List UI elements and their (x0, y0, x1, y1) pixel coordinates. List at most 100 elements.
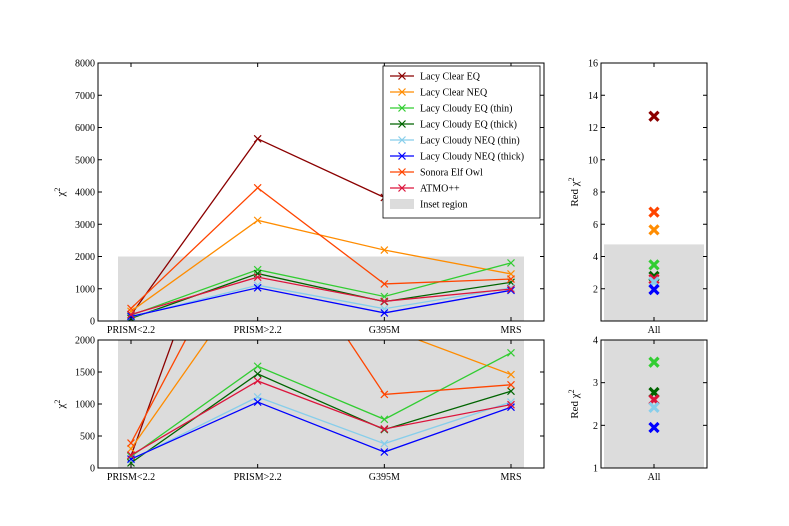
chi2-point (380, 279, 389, 288)
legend-label: Sonora Elf Owl (420, 168, 483, 179)
legend-item-lacy-cloudy-eq-thin: Lacy Cloudy EQ (thin) (390, 104, 512, 115)
chi2-zoom-point (127, 444, 135, 453)
red-chi2-zoom-point-lacy-cloudy-eq-thin (648, 356, 660, 368)
red-chi2-ytick-label: 10 (588, 155, 598, 166)
chi2-zoom-point (380, 425, 389, 433)
chi2-ytick-label: 8000 (75, 59, 95, 70)
chi2-xtick-label: MRS (500, 325, 521, 336)
legend-label: Lacy Cloudy EQ (thick) (420, 120, 517, 131)
legend-marker (398, 152, 406, 160)
chi2-ytick-label: 1000 (75, 284, 95, 295)
chi2-zoom-xtick-label: G395M (369, 472, 400, 483)
chi2-zoom-series-lacy-clear-neq (127, 340, 515, 453)
chi2-zoom-ytick-label: 500 (80, 432, 95, 443)
red-chi2-zoom-ytick-label: 3 (593, 378, 598, 389)
chi2-ytick-label: 4000 (75, 188, 95, 199)
legend-inset-swatch (390, 199, 414, 209)
chi2-point (507, 275, 515, 283)
legend-item-lacy-clear-neq: Lacy Clear NEQ (390, 88, 488, 99)
chi2-xtick-label: PRISM>2.2 (234, 325, 282, 336)
reduced-chi2-panel: All 2 4 6 8 10 12 14 16 Red χ2 (567, 59, 708, 336)
red-chi2-xtick-label: All (648, 325, 661, 336)
red-chi2-point-lacy-clear-eq (648, 110, 660, 122)
legend-item-lacy-cloudy-neq-thin: Lacy Cloudy NEQ (thin) (390, 136, 520, 147)
chi2-point (127, 304, 135, 313)
legend-marker (398, 72, 406, 80)
legend-label: Lacy Clear EQ (420, 72, 481, 83)
chi2-zoom-point (253, 377, 262, 385)
chi2-ytick-label: 2000 (75, 252, 95, 263)
inset-region (118, 340, 524, 468)
legend-marker (398, 168, 406, 176)
chi2-panel: PRISM<2.2 PRISM>2.2 G395M MRS 0 1000 2000 3000 4… (53, 59, 545, 336)
chi2-zoom-ytick-label: 1000 (75, 400, 95, 411)
inset-region (604, 340, 704, 468)
legend-label: Lacy Cloudy NEQ (thin) (420, 136, 520, 147)
red-chi2-zoom-xtick-label: All (648, 472, 661, 483)
chi2-zoom-xtick-label: PRISM>2.2 (234, 472, 282, 483)
chi2-zoom-point (253, 362, 262, 371)
red-chi2-point-sonora-elf-owl (648, 206, 660, 218)
legend-item-inset-region: Inset region (390, 199, 468, 211)
chi2-zoom-point (507, 370, 515, 379)
chi2-xtick-label: G395M (369, 325, 400, 336)
chi2-point (253, 183, 262, 192)
legend-item-lacy-clear-eq: Lacy Clear EQ (390, 72, 481, 83)
legend-label: ATMO++ (420, 184, 460, 195)
legend-marker (398, 88, 406, 96)
chi2-zoom-ytick-label: 1500 (75, 368, 95, 379)
legend-item-lacy-cloudy-eq-thick: Lacy Cloudy EQ (thick) (390, 120, 517, 131)
chi2-zoom-point (380, 390, 389, 399)
chi2-zoom-ytick-label: 2000 (75, 336, 95, 347)
red-chi2-ytick-label: 6 (593, 220, 598, 231)
red-chi2-point-lacy-cloudy-neq-thick (648, 283, 660, 296)
legend-label: Lacy Clear NEQ (420, 88, 488, 99)
red-chi2-zoom-point-lacy-cloudy-neq-thin (648, 401, 660, 414)
red-chi2-ytick-label: 8 (593, 188, 598, 199)
chi2-xtick-label: PRISM<2.2 (107, 325, 155, 336)
chi2-zoom-axis-label: χ2 (53, 400, 67, 410)
reduced-chi2-zoom-panel: All 1 2 3 4 Red χ2 (567, 336, 708, 483)
chi2-zoom-series-atmo (127, 377, 515, 460)
red-chi2-ytick-label: 14 (588, 91, 598, 102)
legend-item-sonora-elf-owl: Sonora Elf Owl (390, 168, 483, 179)
chi2-zoom-point (127, 439, 135, 447)
legend-item-lacy-cloudy-neq-thick: Lacy Cloudy NEQ (thick) (390, 152, 524, 163)
chi2-series-sonora-elf-owl (127, 183, 515, 313)
chi2-series-lacy-cloudy-neq-thick (127, 283, 515, 321)
legend-label: Lacy Cloudy EQ (thin) (420, 104, 512, 115)
legend-item-atmo: ATMO++ (390, 184, 460, 195)
chi2-point (253, 273, 262, 282)
chi2-zoom-point (380, 415, 389, 424)
chi2-zoom-point (380, 448, 389, 456)
red-chi2-zoom-point-lacy-cloudy-neq-thick (648, 421, 660, 434)
chi2-ytick-label: 3000 (75, 220, 95, 231)
chi2-zoom-xtick-label: PRISM<2.2 (107, 472, 155, 483)
legend-label: Lacy Cloudy NEQ (thick) (420, 152, 524, 163)
chi2-series-atmo (127, 273, 515, 319)
legend-box (382, 65, 541, 219)
chi2-point (507, 259, 515, 267)
red-chi2-zoom-ytick-label: 4 (593, 336, 598, 347)
chi2-point (507, 285, 515, 293)
chi2-zoom-series-sonora-elf-owl (127, 340, 515, 447)
red-chi2-point-lacy-cloudy-eq-thin (648, 259, 660, 271)
reduced-chi2-zoom-axis-label: Red χ2 (567, 389, 581, 418)
legend-label: Inset region (420, 200, 468, 211)
chi2-zoom-xtick-label: MRS (500, 472, 521, 483)
chi2-zoom-panel: PRISM<2.2 PRISM>2.2 G395M MRS 0 500 1000 1500 20… (53, 336, 545, 483)
red-chi2-ytick-label: 16 (588, 59, 598, 70)
reduced-chi2-axis-label: Red χ2 (567, 177, 581, 206)
chi2-point (380, 309, 389, 317)
chi2-ytick-label: 7000 (75, 91, 95, 102)
red-chi2-ytick-label: 2 (593, 284, 598, 295)
chi2-zoom-ytick-label: 0 (90, 464, 95, 475)
red-chi2-point-atmo (648, 273, 660, 285)
red-chi2-ytick-label: 4 (593, 252, 598, 263)
legend-marker (398, 104, 406, 112)
chi2-ytick-label: 5000 (75, 155, 95, 166)
chi2-point (253, 269, 262, 278)
chi2-point (253, 216, 262, 225)
chi2-point (127, 310, 135, 319)
